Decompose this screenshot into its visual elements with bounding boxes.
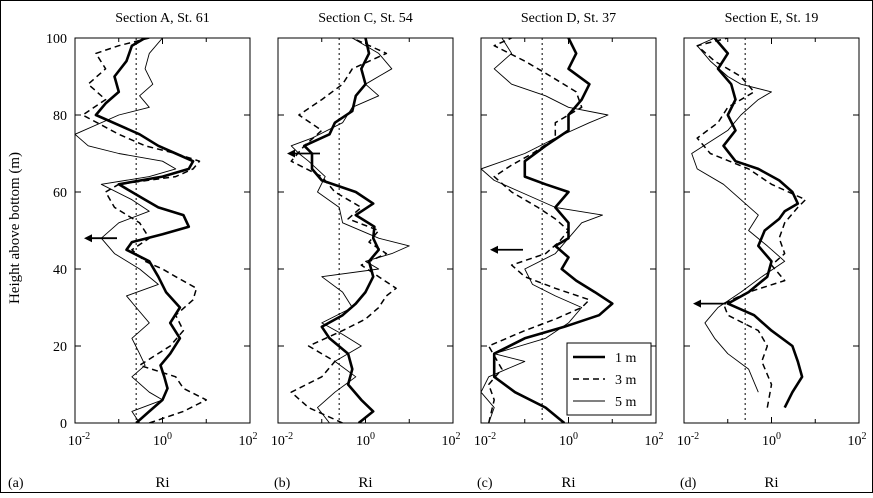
panel-4: Section E, St. 19 10-2 100 102 (d) Ri bbox=[677, 11, 867, 491]
arrow-head bbox=[84, 234, 92, 243]
arrow-marker bbox=[84, 234, 117, 243]
series-group bbox=[481, 38, 614, 423]
arrow-marker bbox=[287, 149, 320, 158]
series-group bbox=[691, 38, 807, 409]
series-line-1m bbox=[303, 38, 380, 423]
series-line-1m bbox=[94, 38, 195, 423]
legend-box bbox=[566, 342, 652, 416]
series-line-5m bbox=[481, 38, 609, 423]
x-tick-label: 102 bbox=[848, 431, 867, 449]
series-line-1m bbox=[713, 38, 804, 409]
x-tick-label: 102 bbox=[239, 431, 258, 449]
x-axis-label: Ri bbox=[155, 475, 169, 491]
panel-letter: (b) bbox=[274, 476, 291, 491]
series-line-3m bbox=[696, 38, 807, 408]
panel-title: Section D, St. 37 bbox=[521, 11, 616, 26]
x-tick-label: 10-2 bbox=[677, 431, 699, 449]
y-tick-label: 80 bbox=[53, 109, 67, 124]
y-tick-label: 60 bbox=[53, 186, 67, 201]
plot-frame bbox=[683, 37, 860, 424]
series-line-5m bbox=[290, 38, 410, 423]
series-group bbox=[290, 38, 410, 423]
legend-label: 3 m bbox=[615, 373, 637, 388]
arrow-marker bbox=[490, 245, 523, 254]
panel-letter: (d) bbox=[680, 476, 697, 491]
series-line-3m bbox=[290, 38, 397, 423]
series-line-3m bbox=[487, 38, 591, 423]
x-tick-label: 100 bbox=[559, 431, 578, 449]
panel-1: Section A, St. 61 0 20 40 60 80 100 10-2 100 102 (… bbox=[8, 11, 258, 491]
y-tick-label: 20 bbox=[53, 340, 67, 355]
y-tick-label: 0 bbox=[60, 417, 67, 432]
series-line-3m bbox=[81, 38, 208, 423]
arrow-marker bbox=[693, 299, 726, 308]
legend: 1 m 3 m 5 m bbox=[566, 342, 652, 416]
legend-label: 1 m bbox=[615, 351, 637, 366]
y-tick-label: 40 bbox=[53, 263, 67, 278]
x-tick-label: 10-2 bbox=[474, 431, 496, 449]
arrow-head bbox=[287, 149, 295, 158]
arrow-head bbox=[693, 299, 701, 308]
x-tick-label: 100 bbox=[762, 431, 781, 449]
x-axis-label: Ri bbox=[358, 475, 372, 491]
panel-2: Section C, St. 54 10-2 100 102 (b) Ri bbox=[271, 11, 461, 491]
plot-frame bbox=[277, 37, 454, 424]
y-axis-label: Height above bottom (m) bbox=[7, 152, 23, 304]
series-line-5m bbox=[75, 38, 177, 423]
x-axis-label: Ri bbox=[561, 475, 575, 491]
panel-letter: (c) bbox=[477, 476, 493, 491]
x-axis-label: Ri bbox=[764, 475, 778, 491]
panel-title: Section A, St. 61 bbox=[115, 11, 210, 26]
panel-title: Section E, St. 19 bbox=[725, 11, 819, 26]
series-line-5m bbox=[691, 38, 786, 393]
panel-letter: (a) bbox=[8, 476, 24, 491]
x-tick-label: 102 bbox=[442, 431, 461, 449]
y-tick-label: 100 bbox=[46, 32, 67, 47]
x-tick-label: 10-2 bbox=[271, 431, 293, 449]
x-tick-label: 100 bbox=[356, 431, 375, 449]
panel-3: Section D, St. 37 10-2 100 102 (c) Ri 1 m 3 m 5 … bbox=[474, 11, 664, 491]
arrow-head bbox=[490, 245, 498, 254]
legend-label: 5 m bbox=[615, 395, 637, 410]
x-tick-label: 100 bbox=[153, 431, 172, 449]
x-tick-label: 10-2 bbox=[68, 431, 90, 449]
x-tick-label: 102 bbox=[645, 431, 664, 449]
panel-title: Section C, St. 54 bbox=[318, 11, 413, 26]
series-group bbox=[75, 38, 208, 423]
